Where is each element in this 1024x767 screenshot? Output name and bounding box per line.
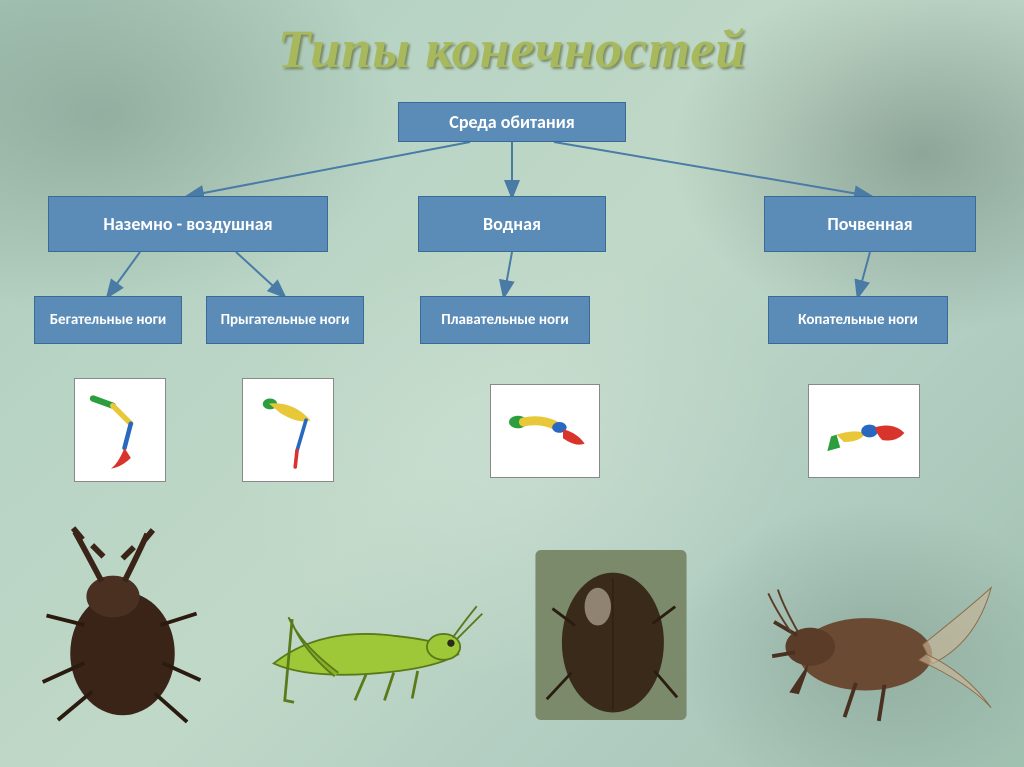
insect-water-beetle (526, 540, 696, 735)
slide-content: { "title": "Типы конечностей", "colors":… (0, 0, 1024, 767)
insect-grasshopper (246, 560, 486, 735)
leg-type-box-jumping: Прыгательные ноги (206, 296, 364, 344)
leg-diagram-jumping-leg (242, 378, 334, 482)
habitat-box-water: Водная (418, 196, 606, 252)
leg-diagram-digging-leg (808, 384, 920, 478)
leg-type-box-swimming: Плавательные ноги (420, 296, 590, 344)
habitat-box-land_air: Наземно - воздушная (48, 196, 328, 252)
leg-diagram-running-leg (74, 378, 166, 482)
habitat-box-soil: Почвенная (764, 196, 976, 252)
leg-diagram-swimming-leg (490, 384, 600, 478)
root-box: Среда обитания (398, 102, 626, 142)
leg-type-box-running: Бегательные ноги (34, 296, 182, 344)
leg-type-box-digging: Копательные ноги (768, 296, 948, 344)
insect-mole-cricket (750, 540, 1000, 745)
insect-stag-beetle (18, 520, 208, 735)
